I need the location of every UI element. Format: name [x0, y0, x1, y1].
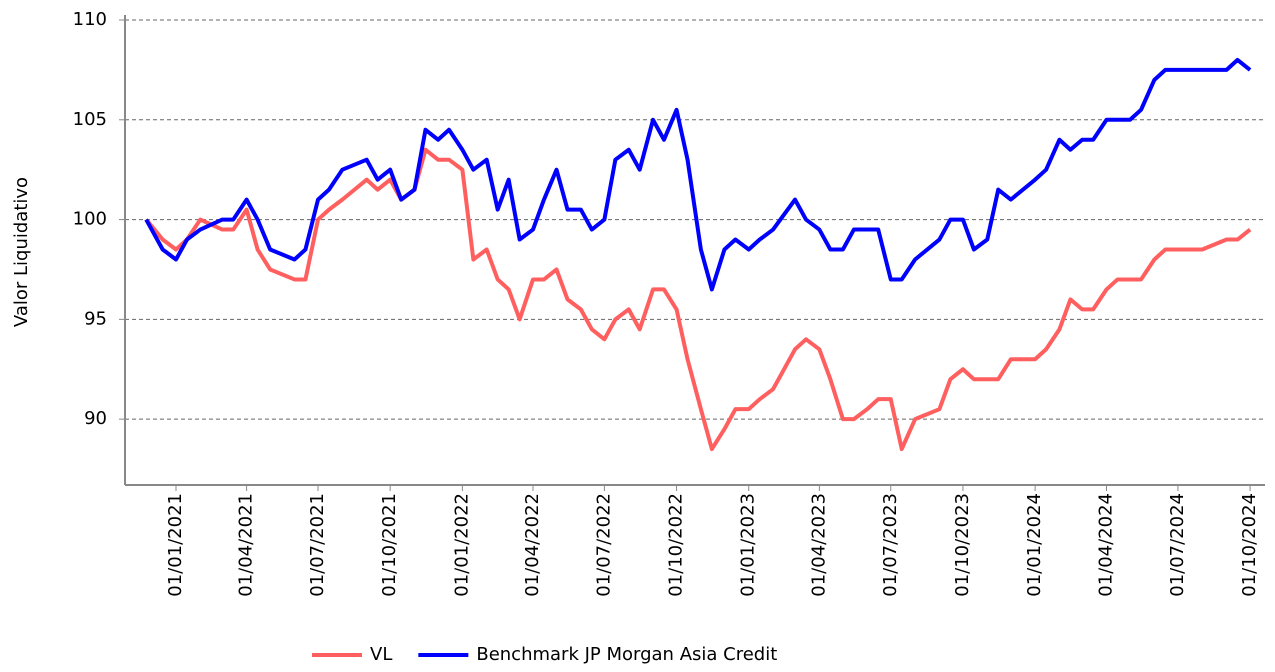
- x-tick-label: 01/10/2021: [379, 493, 400, 597]
- y-tick-label: 110: [73, 9, 107, 30]
- y-axis-label: Valor Liquidativo: [11, 177, 32, 327]
- legend-label: VL: [370, 644, 392, 665]
- x-tick-label: 01/07/2021: [307, 493, 328, 597]
- x-tick-label: 01/10/2024: [1239, 493, 1260, 597]
- y-tick-label: 105: [73, 109, 107, 130]
- x-tick-label: 01/01/2022: [451, 493, 472, 597]
- y-tick-label: 100: [73, 209, 107, 230]
- x-tick-label: 01/07/2023: [880, 493, 901, 597]
- line-series: [144, 147, 1252, 452]
- line-series: [144, 57, 1252, 292]
- legend-label: Benchmark JP Morgan Asia Credit: [476, 644, 777, 665]
- x-tick-label: 01/04/2024: [1096, 493, 1117, 597]
- x-tick-label: 01/01/2024: [1024, 493, 1045, 597]
- y-tick-label: 90: [84, 408, 107, 429]
- x-tick-label: 01/10/2023: [952, 493, 973, 597]
- x-tick-label: 01/01/2021: [165, 493, 186, 597]
- x-tick-label: 01/04/2023: [808, 493, 829, 597]
- x-tick-label: 01/04/2022: [522, 493, 543, 597]
- x-tick-label: 01/10/2022: [666, 493, 687, 597]
- y-tick-label: 95: [84, 308, 107, 329]
- x-tick-label: 01/04/2021: [236, 493, 257, 597]
- x-tick-label: 01/07/2022: [593, 493, 614, 597]
- x-tick-label: 01/01/2023: [738, 493, 759, 597]
- x-tick-label: 01/07/2024: [1167, 493, 1188, 597]
